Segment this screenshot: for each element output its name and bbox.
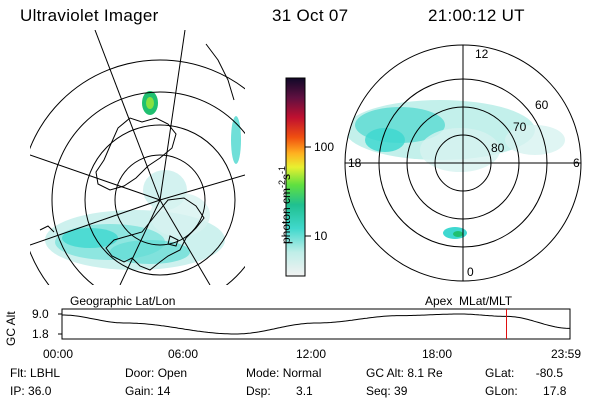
glat-label: GLat:: [485, 366, 515, 380]
timeline-ytick-low: 1.8: [32, 327, 49, 341]
seq-label: Seq:: [366, 384, 391, 398]
mlat-mlt-polar-plot: [344, 44, 582, 282]
door-label: Door:: [125, 366, 155, 380]
time-label: 21:00:12 UT: [428, 6, 525, 25]
unit-sup-2: -1: [277, 165, 287, 174]
glon-label: GLon:: [485, 384, 518, 398]
geographic-map-panel: [30, 30, 245, 285]
timeline-y-axis-label: GC Alt: [4, 311, 18, 346]
mode-label: Mode:: [246, 366, 280, 380]
glon-value: 17.8: [543, 384, 567, 398]
instrument-title: Ultraviolet Imager: [20, 6, 159, 25]
flt-label: Flt:: [10, 366, 27, 380]
seq-value: 39: [394, 384, 408, 398]
mode-value: Normal: [282, 366, 322, 380]
mlt-label-0: 0: [467, 265, 474, 279]
coastline-outline: [39, 43, 235, 271]
unit-s: s: [279, 173, 293, 180]
unit-sup-1: -2: [277, 179, 287, 188]
dsp-label: Dsp:: [246, 384, 271, 398]
status-flt: Flt: LBHL: [10, 366, 60, 380]
timeline-xtick-1800: 18:00: [422, 347, 453, 361]
timeline-ytick-high: 9.0: [32, 307, 49, 321]
timeline-xtick-1200: 12:00: [296, 347, 327, 361]
status-gc-alt: GC Alt: 8.1 Re: [366, 366, 443, 380]
dsp-value: 3.1: [296, 384, 313, 398]
aurora-emission-right: [345, 100, 565, 239]
status-glon: GLon: 17.8: [485, 384, 566, 398]
door-value: Open: [157, 366, 188, 380]
aurora-emission-left: [45, 91, 241, 270]
glat-value: -80.5: [535, 366, 564, 380]
status-gain: Gain: 14: [125, 384, 170, 398]
gain-label: Gain:: [125, 384, 154, 398]
altitude-curve: [62, 313, 570, 335]
timeline-xtick-0600: 06:00: [168, 347, 199, 361]
color-scale-bar: [285, 77, 311, 277]
gcalt-value: 8.1 Re: [407, 366, 443, 380]
mlt-label-12: 12: [475, 47, 489, 61]
left-projection-label: Geographic Lat/Lon: [70, 294, 176, 308]
status-dsp: Dsp: 3.1: [246, 384, 313, 398]
timeline-xtick-0000: 00:00: [43, 347, 74, 361]
status-mode: Mode: Normal: [246, 366, 321, 380]
mlat-label-60: 60: [535, 98, 549, 112]
mlat-label-70: 70: [513, 120, 527, 134]
mlt-label-6: 6: [573, 156, 580, 170]
mlat-label-80: 80: [491, 141, 505, 155]
status-door: Door: Open: [125, 366, 187, 380]
timeline-xtick-2359: 23:59: [551, 347, 582, 361]
colorbar-tick-100: 100: [314, 140, 335, 154]
colorbar-unit-label: photon cm-2s-1: [277, 166, 293, 244]
ip-label: IP:: [10, 384, 25, 398]
date-label: 31 Oct 07: [272, 6, 349, 25]
status-glat: GLat: -80.5: [485, 366, 563, 380]
status-seq: Seq: 39: [366, 384, 407, 398]
status-ip: IP: 36.0: [10, 384, 51, 398]
unit-photon-cm: photon cm: [279, 187, 293, 244]
right-projection-label: Apex MLat/MLT: [425, 294, 513, 308]
gcalt-label: GC Alt:: [366, 366, 405, 380]
mlt-label-18: 18: [348, 156, 362, 170]
gain-value: 14: [157, 384, 171, 398]
altitude-timeline: [58, 308, 571, 340]
flt-value: LBHL: [30, 366, 61, 380]
colorbar-tick-10: 10: [314, 229, 328, 243]
polar-grid: [344, 44, 582, 282]
ip-value: 36.0: [28, 384, 52, 398]
lat-lon-grid: [30, 30, 245, 285]
